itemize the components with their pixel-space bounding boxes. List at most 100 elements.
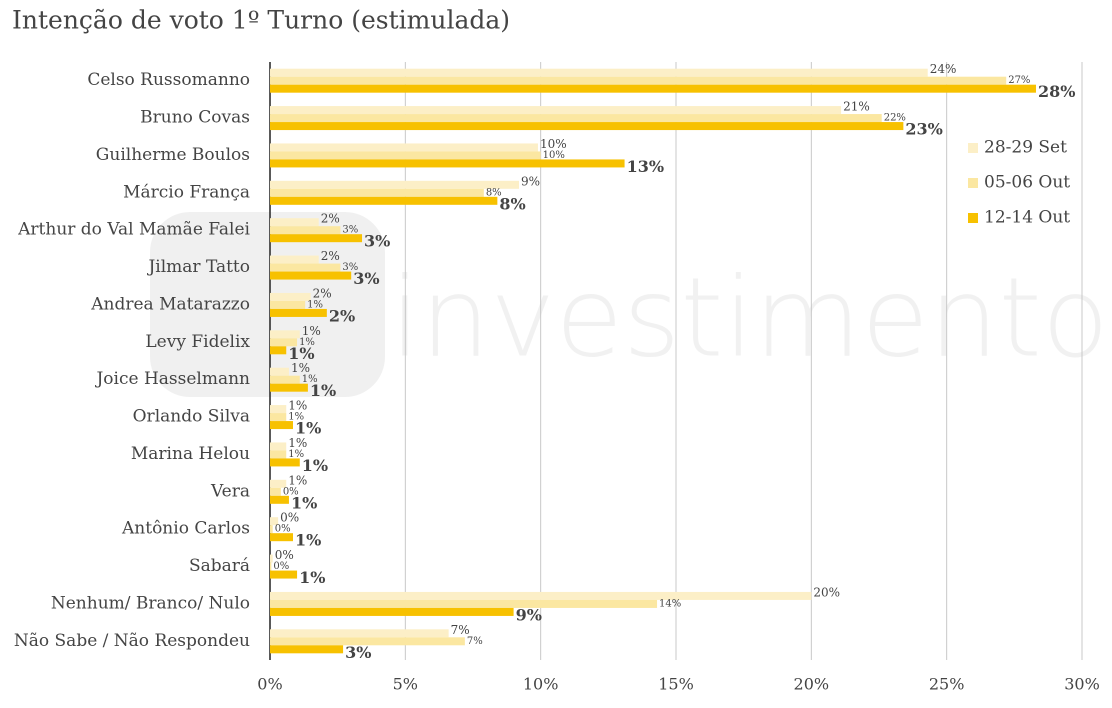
- y-tick-label: Levy Fidelix: [145, 332, 250, 352]
- bar: [270, 383, 308, 392]
- value-label: 3%: [342, 262, 358, 273]
- x-tick-label: 15%: [658, 675, 694, 694]
- value-label: 0%: [275, 524, 291, 535]
- value-label: 1%: [307, 299, 323, 310]
- bar: [270, 591, 812, 600]
- value-label: 0%: [273, 561, 289, 572]
- legend-label: 12-14 Out: [984, 208, 1070, 228]
- y-tick-label: Não Sabe / Não Respondeu: [14, 631, 250, 651]
- bar: [270, 188, 484, 197]
- value-label: 0%: [280, 511, 299, 525]
- bar: [270, 76, 1007, 85]
- bar: [270, 196, 498, 205]
- value-label: 2%: [321, 212, 340, 226]
- value-label: 7%: [467, 636, 483, 647]
- bar: [270, 308, 327, 317]
- legend-swatch: [968, 143, 978, 153]
- value-label: 1%: [299, 568, 325, 587]
- bar: [270, 629, 449, 638]
- value-label: 7%: [451, 623, 470, 637]
- value-label: 1%: [302, 374, 318, 385]
- value-label: 21%: [843, 100, 870, 114]
- bar: [270, 338, 298, 347]
- bar: [270, 533, 294, 542]
- bar: [270, 554, 273, 563]
- y-tick-label: Joice Hasselmann: [94, 369, 250, 389]
- value-label: 27%: [1008, 75, 1030, 86]
- value-label: 9%: [516, 605, 542, 624]
- value-label: 2%: [321, 249, 340, 263]
- value-label: 1%: [299, 337, 315, 348]
- legend-swatch: [968, 213, 978, 223]
- y-tick-label: Márcio França: [123, 182, 250, 202]
- bar: [270, 367, 289, 376]
- value-label: 8%: [486, 187, 502, 198]
- y-tick-label: Marina Helou: [131, 444, 250, 464]
- bar: [270, 300, 306, 309]
- value-label: 20%: [813, 585, 840, 599]
- bar: [270, 645, 344, 654]
- y-tick-label: Celso Russomanno: [87, 70, 250, 90]
- bar: [270, 495, 289, 504]
- y-tick-label: Andrea Matarazzo: [90, 294, 250, 314]
- x-tick-label: 5%: [393, 675, 418, 694]
- chart-title: Intenção de voto 1º Turno (estimulada): [12, 6, 510, 35]
- value-label: 2%: [313, 286, 332, 300]
- bar: [270, 143, 538, 152]
- bar: [270, 375, 300, 384]
- value-label: 3%: [364, 232, 390, 251]
- value-label: 1%: [310, 381, 336, 400]
- value-label: 3%: [353, 269, 379, 288]
- value-label: 2%: [329, 306, 355, 325]
- value-label: 22%: [884, 113, 906, 124]
- value-label: 24%: [930, 62, 957, 76]
- value-label: 0%: [275, 548, 294, 562]
- value-label: 1%: [288, 449, 304, 460]
- bar: [270, 413, 287, 422]
- y-tick-label: Arthur do Val Mamãe Falei: [17, 220, 250, 240]
- value-label: 1%: [302, 456, 328, 475]
- bar: [270, 405, 287, 414]
- bar: [270, 234, 363, 243]
- watermark: investimentos: [390, 253, 1112, 381]
- value-label: 3%: [342, 225, 358, 236]
- bar: [270, 607, 514, 616]
- bar: [270, 106, 842, 115]
- bar: [270, 599, 658, 608]
- value-label: 0%: [283, 486, 299, 497]
- y-tick-label: Jilmar Tatto: [146, 257, 250, 277]
- bar: [270, 487, 281, 496]
- value-label: 3%: [345, 643, 371, 662]
- bar: [270, 570, 298, 579]
- y-tick-label: Nenhum/ Branco/ Nulo: [51, 593, 250, 613]
- legend-label: 28-29 Set: [984, 138, 1067, 158]
- value-label: 23%: [905, 120, 942, 139]
- x-tick-label: 0%: [257, 675, 282, 694]
- x-tick-label: 10%: [523, 675, 559, 694]
- bar: [270, 226, 341, 235]
- y-tick-label: Bruno Covas: [140, 108, 250, 128]
- bar: [270, 271, 352, 280]
- bar: [270, 180, 520, 189]
- value-label: 1%: [295, 419, 321, 438]
- bar: [270, 114, 882, 123]
- bar: [270, 637, 465, 646]
- value-label: 10%: [540, 137, 567, 151]
- bar: [270, 218, 319, 227]
- bar: [270, 450, 287, 459]
- bar: [270, 159, 625, 168]
- bar: [270, 255, 319, 264]
- value-label: 1%: [288, 412, 304, 423]
- x-tick-label: 25%: [929, 675, 965, 694]
- value-label: 1%: [302, 324, 321, 338]
- bar: [270, 479, 287, 488]
- bar: [270, 68, 928, 77]
- y-tick-label: Vera: [210, 481, 250, 501]
- x-tick-label: 30%: [1064, 675, 1100, 694]
- value-label: 1%: [288, 473, 307, 487]
- y-tick-label: Sabará: [189, 556, 250, 576]
- value-label: 1%: [288, 344, 314, 363]
- value-label: 1%: [291, 361, 310, 375]
- x-tick-label: 20%: [794, 675, 830, 694]
- bar: [270, 292, 311, 301]
